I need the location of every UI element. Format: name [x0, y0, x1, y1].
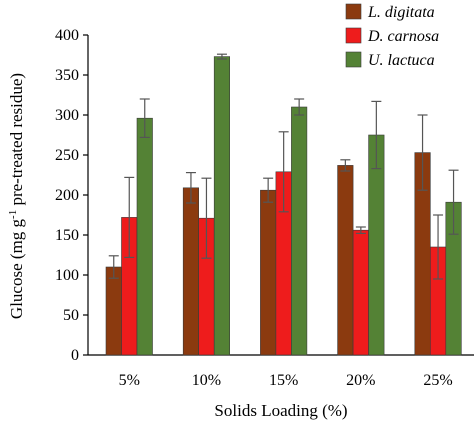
- y-tick-label: 200: [55, 187, 79, 204]
- y-tick-label: 50: [63, 307, 79, 324]
- y-tick-label: 300: [55, 107, 79, 124]
- y-tick-label: 100: [55, 267, 79, 284]
- x-tick-label: 10%: [192, 372, 221, 389]
- y-tick-label: 150: [55, 227, 79, 244]
- y-axis-title-rest: pre-treated residue): [7, 73, 26, 210]
- bar: [182, 187, 199, 356]
- x-tick-label: 15%: [269, 372, 298, 389]
- legend-label: U. lactuca: [368, 52, 435, 69]
- legend-swatch: [345, 3, 362, 20]
- bar: [213, 56, 230, 356]
- bar: [105, 266, 122, 356]
- y-axis-title-main: Glucose (mg g: [7, 218, 26, 319]
- legend: L. digitata D. carnosa U. lactuca: [345, 3, 439, 69]
- legend-swatch: [345, 51, 362, 68]
- bar: [136, 117, 153, 356]
- legend-label: D. carnosa: [367, 28, 439, 45]
- bar: [260, 189, 277, 356]
- y-axis: 0 50 100 150 200 250 300 350 400: [55, 27, 89, 364]
- error-bars: [108, 53, 459, 280]
- x-tick-label: 25%: [423, 372, 452, 389]
- y-tick-label: 350: [55, 67, 79, 84]
- y-axis-title: Glucose (mg g-1 pre-treated residue): [7, 73, 26, 319]
- legend-swatch: [345, 27, 362, 44]
- bar: [291, 106, 308, 356]
- bars: [105, 56, 462, 356]
- x-tick-label: 20%: [346, 372, 375, 389]
- bar: [352, 229, 369, 356]
- x-tick-label: 5%: [119, 372, 140, 389]
- y-axis-title-superscript: -1: [7, 210, 19, 219]
- x-axis: 5% 10% 15% 20% 25%: [88, 354, 474, 389]
- legend-label: L. digitata: [367, 4, 435, 21]
- y-tick-label: 0: [71, 347, 79, 364]
- x-axis-title: Solids Loading (%): [214, 401, 347, 420]
- y-tick-label: 400: [55, 27, 79, 44]
- y-tick-label: 250: [55, 147, 79, 164]
- bar: [337, 165, 354, 356]
